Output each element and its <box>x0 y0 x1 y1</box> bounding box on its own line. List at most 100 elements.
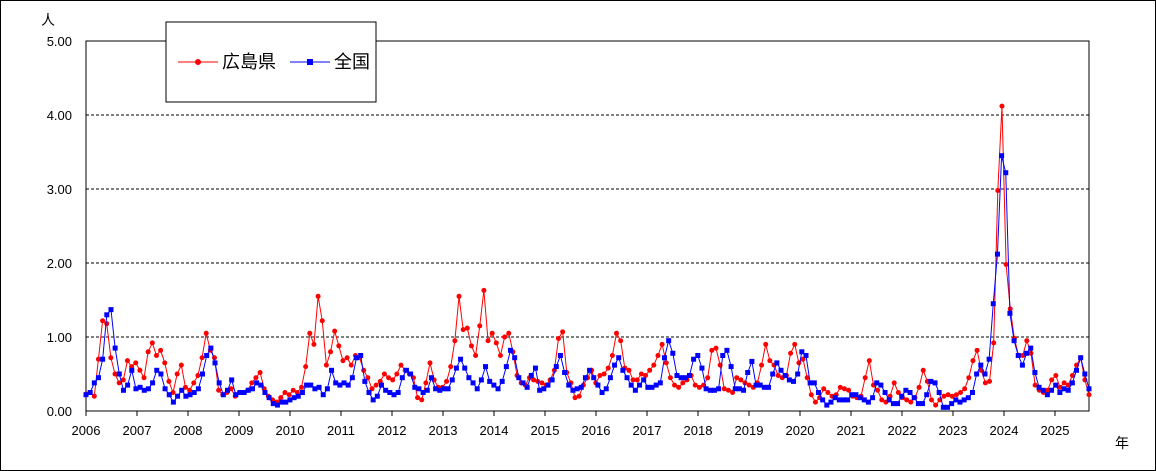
data-point <box>204 353 210 358</box>
data-point <box>766 384 772 390</box>
data-point <box>958 390 964 395</box>
data-point <box>452 338 458 344</box>
data-point <box>707 387 713 393</box>
data-point <box>315 293 321 299</box>
data-point <box>782 372 788 378</box>
data-point <box>1032 370 1038 376</box>
data-point <box>460 327 466 333</box>
x-axis-unit-label: 年 <box>1115 436 1129 452</box>
data-point <box>468 343 474 349</box>
data-point <box>348 362 354 368</box>
data-point <box>761 384 767 390</box>
data-point <box>587 367 593 373</box>
data-point <box>745 370 751 376</box>
data-point <box>427 360 433 366</box>
series-hiroshima <box>83 103 1092 408</box>
data-point <box>705 375 711 381</box>
data-point <box>845 397 851 403</box>
y-tick-label: 0.00 <box>47 404 72 419</box>
data-point <box>945 392 951 398</box>
data-point <box>874 380 880 386</box>
data-point <box>1061 386 1067 392</box>
data-point <box>978 362 984 368</box>
data-point <box>345 382 351 388</box>
data-point <box>485 338 491 344</box>
x-tick-label: 2022 <box>888 423 917 438</box>
x-tick-label: 2019 <box>735 423 764 438</box>
data-point <box>323 362 329 368</box>
data-point <box>966 375 972 381</box>
data-point <box>104 321 110 327</box>
data-point <box>249 386 255 392</box>
data-point <box>811 380 817 386</box>
legend-label: 全国 <box>334 52 370 73</box>
data-point <box>630 377 636 383</box>
data-point <box>721 386 727 392</box>
data-point <box>290 387 296 393</box>
data-point <box>1028 345 1034 351</box>
data-point <box>153 353 159 358</box>
legend-marker <box>195 59 201 65</box>
data-point <box>1053 382 1059 388</box>
data-point <box>299 390 305 395</box>
data-point <box>657 380 663 386</box>
data-point <box>724 347 730 353</box>
data-point <box>489 330 495 336</box>
data-point <box>366 390 372 395</box>
data-point <box>311 341 317 347</box>
data-point <box>474 386 480 392</box>
series-national <box>83 153 1092 410</box>
x-tick-label: 2007 <box>123 423 152 438</box>
data-point <box>483 364 489 370</box>
data-point <box>308 382 314 388</box>
data-point <box>179 387 185 393</box>
data-point <box>711 387 717 393</box>
data-point <box>203 330 209 336</box>
data-point <box>408 371 414 377</box>
data-point <box>857 395 863 401</box>
data-point <box>878 382 884 388</box>
data-point <box>395 390 401 395</box>
data-point <box>378 382 384 388</box>
data-point <box>333 380 339 386</box>
data-point <box>386 375 392 381</box>
data-point <box>1024 350 1030 356</box>
data-point <box>953 397 959 403</box>
data-point <box>448 364 454 370</box>
data-point <box>391 392 397 398</box>
data-point <box>870 395 876 401</box>
data-point <box>920 367 926 373</box>
data-point <box>170 390 176 395</box>
x-axis-ticks: 2006 2007 2008 2009 2010 2011 2012 2013 2014 2015… <box>72 411 1069 438</box>
data-point <box>133 360 139 366</box>
data-point <box>137 367 143 373</box>
data-point <box>506 330 512 336</box>
data-point <box>1069 380 1075 386</box>
data-point <box>340 358 346 364</box>
data-point <box>249 380 255 386</box>
data-point <box>254 380 260 386</box>
data-point <box>1032 382 1038 388</box>
data-point <box>1040 387 1046 393</box>
x-tick-label: 2016 <box>582 423 611 438</box>
data-point <box>661 355 667 361</box>
data-point <box>965 395 971 401</box>
data-point <box>628 382 634 388</box>
data-point <box>953 392 959 398</box>
data-point <box>1053 372 1059 378</box>
data-point <box>419 397 425 403</box>
data-point <box>428 375 434 381</box>
x-tick-label: 2011 <box>327 423 355 438</box>
data-point <box>974 347 980 353</box>
data-point <box>899 393 905 399</box>
data-point <box>849 392 855 398</box>
data-point <box>933 402 939 408</box>
data-point <box>1020 353 1026 358</box>
data-point <box>1065 387 1071 393</box>
data-point <box>666 338 672 344</box>
data-point <box>1069 372 1075 378</box>
data-point <box>924 392 930 398</box>
data-point <box>667 375 673 381</box>
data-point <box>840 397 846 403</box>
